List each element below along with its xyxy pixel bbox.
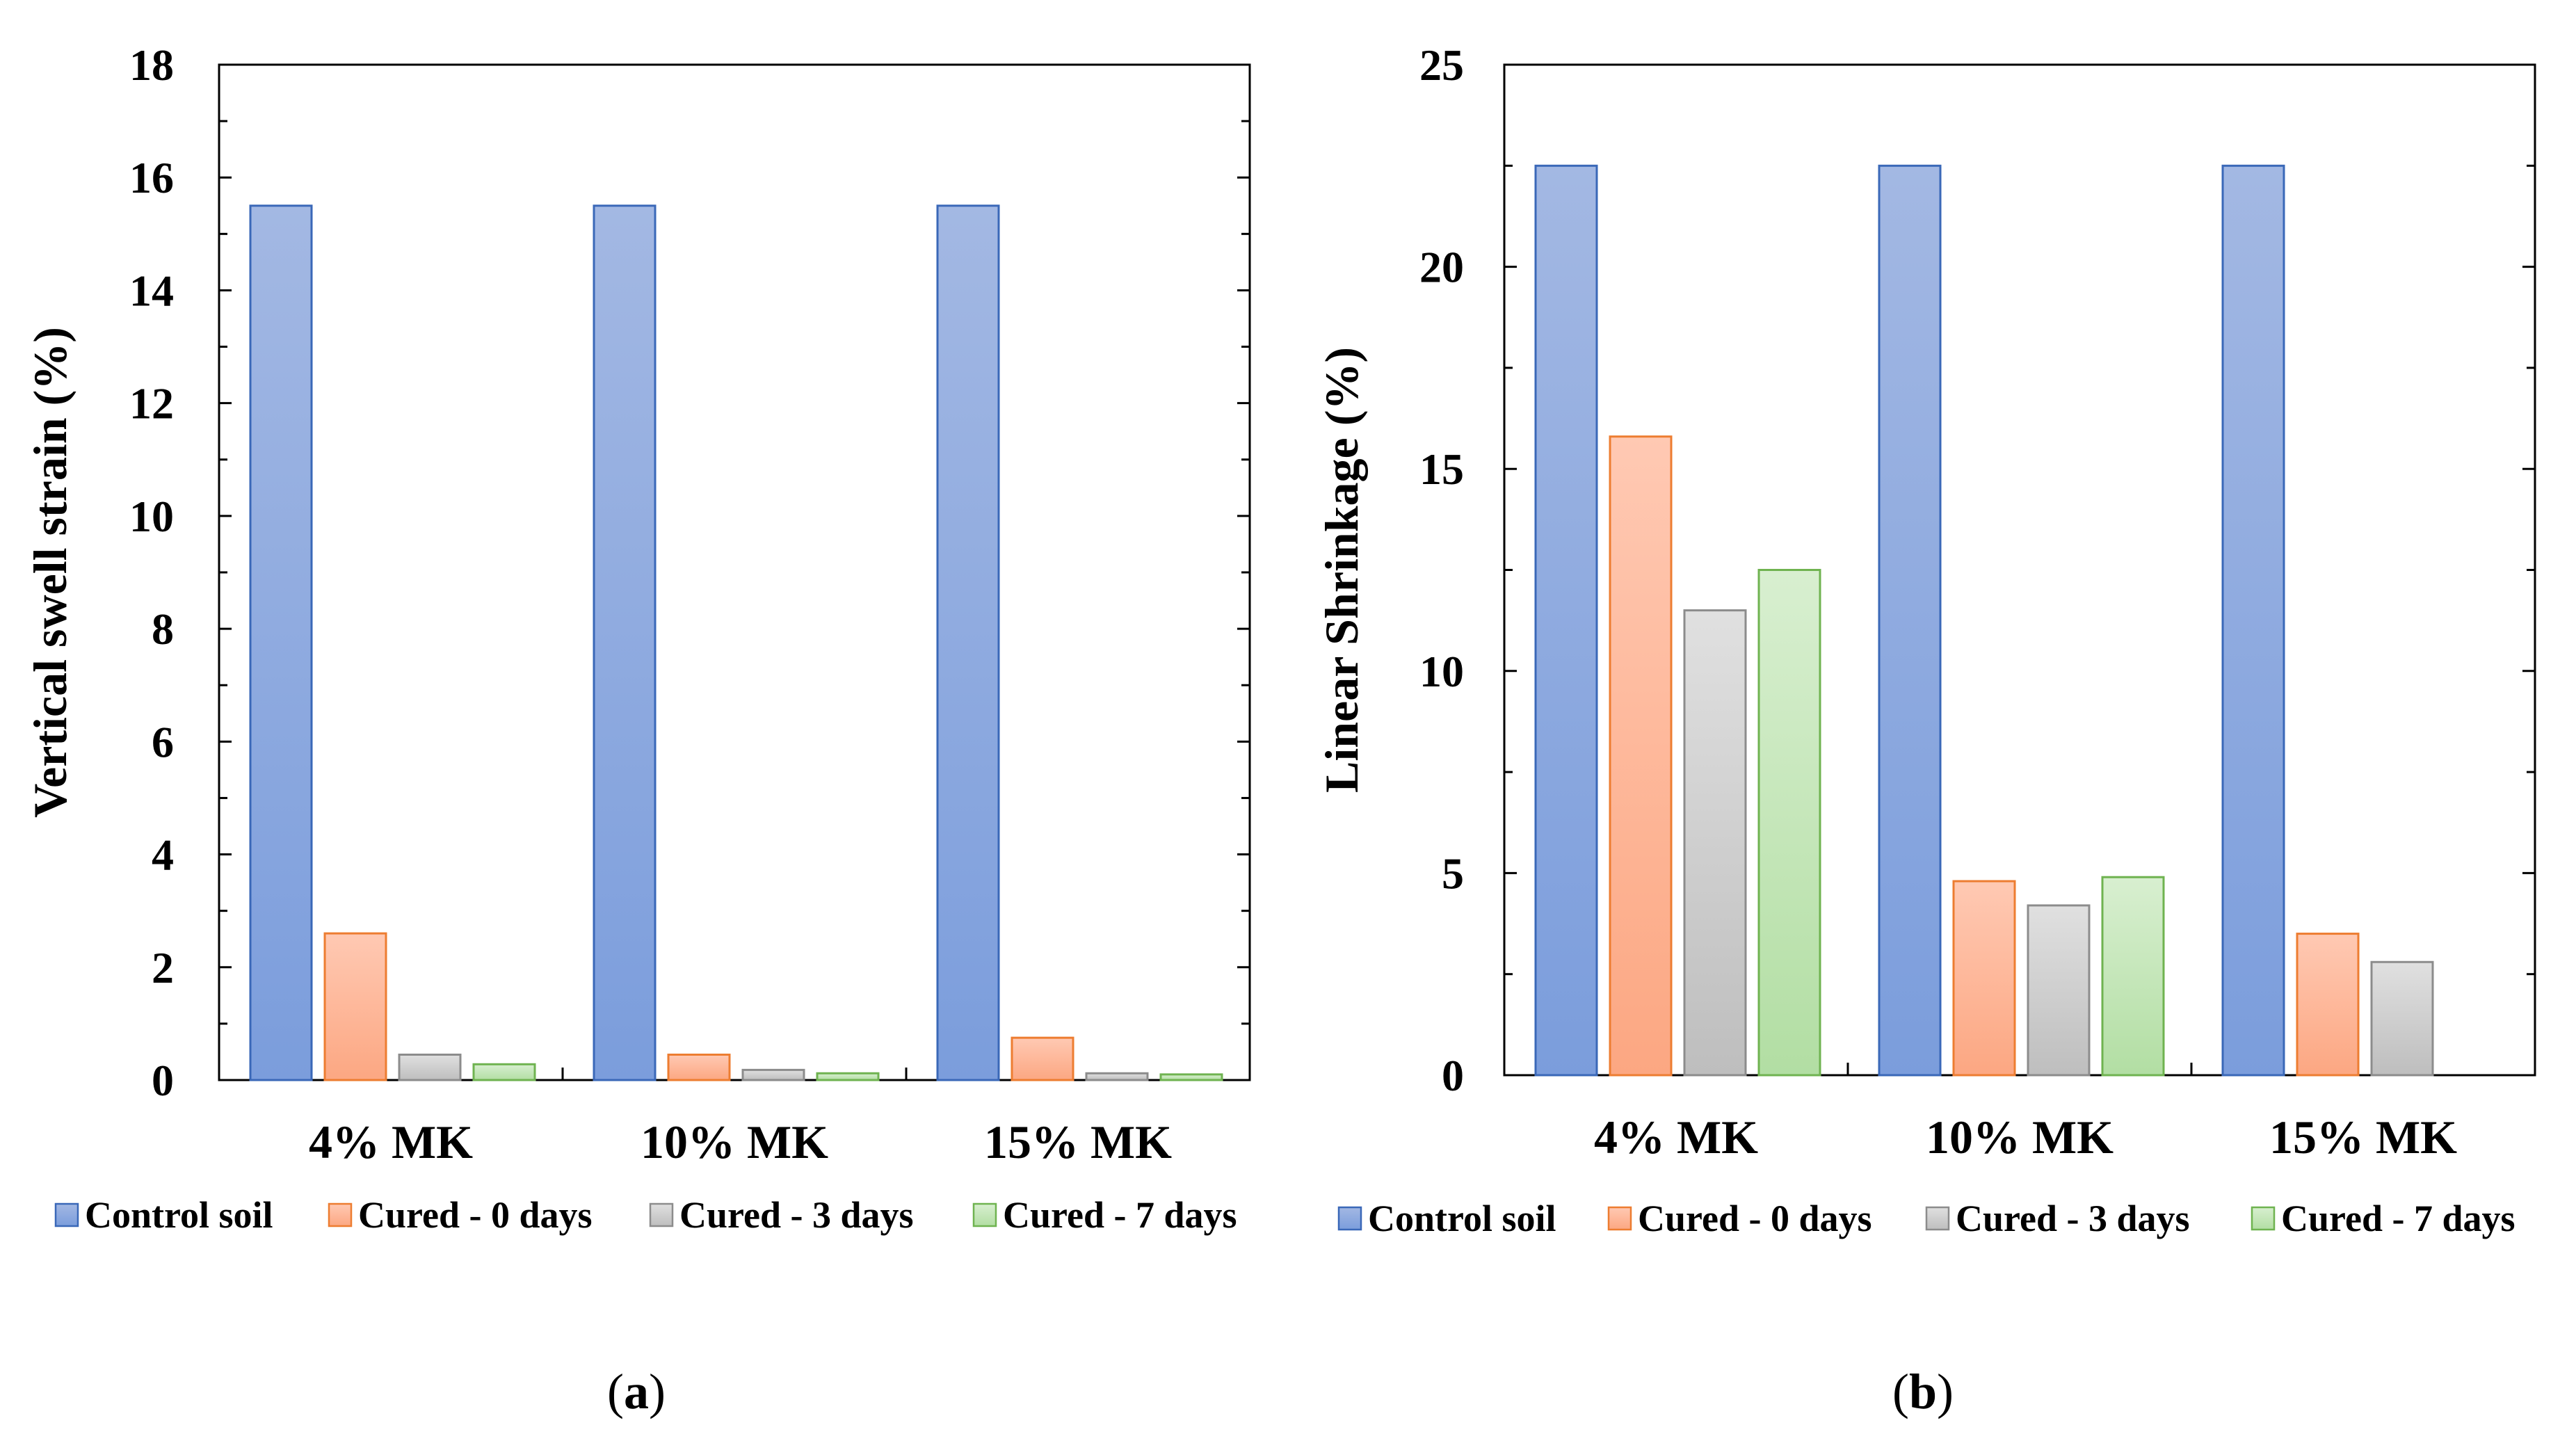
x-category-label: 4% MK xyxy=(309,1116,473,1168)
y-tick-label: 15 xyxy=(1419,444,1464,494)
legend-swatch xyxy=(1925,1206,1950,1231)
y-tick-label: 4 xyxy=(152,830,174,880)
bar-cured-0-days xyxy=(1609,435,1673,1077)
bar-control-soil xyxy=(1878,164,1942,1077)
bar-cured-7-days xyxy=(1159,1073,1223,1081)
legend-label: Cured - 7 days xyxy=(2281,1198,2515,1239)
bar-cured-3-days xyxy=(2370,960,2434,1077)
y-tick-label: 10 xyxy=(129,492,174,541)
bar-cured-0-days xyxy=(1011,1036,1074,1081)
bar-cured-7-days xyxy=(1757,569,1821,1077)
y-tick-label: 18 xyxy=(129,40,174,90)
legend-swatch xyxy=(972,1202,997,1227)
bar-control-soil xyxy=(1534,164,1598,1077)
x-category-label: 10% MK xyxy=(641,1116,828,1168)
chart-panel-b: 0 5 10 15 20 25 4% MK 10% MK 15% MK Linear Shrink… xyxy=(1315,40,2536,1419)
bar-cured-0-days xyxy=(667,1054,731,1081)
bar-cured-3-days xyxy=(741,1068,805,1081)
legend-label: Cured - 3 days xyxy=(1956,1198,2190,1239)
x-category-label: 15% MK xyxy=(984,1116,1172,1168)
x-category-label: 10% MK xyxy=(1926,1111,2114,1164)
y-tick-label: 0 xyxy=(152,1056,174,1105)
legend-swatch xyxy=(2251,1206,2276,1231)
legend-label: Control soil xyxy=(85,1194,273,1236)
bar-control-soil xyxy=(936,204,1000,1081)
panel-caption: (b) xyxy=(1892,1364,1954,1419)
y-tick-label: 0 xyxy=(1442,1051,1464,1100)
bar-cured-7-days xyxy=(816,1072,880,1081)
bar-cured-3-days xyxy=(398,1054,462,1081)
legend-swatch xyxy=(1337,1206,1362,1231)
y-tick-label: 12 xyxy=(129,379,174,428)
x-category-label: 15% MK xyxy=(2269,1111,2457,1164)
legend-label: Cured - 0 days xyxy=(358,1194,593,1236)
x-category-label: 4% MK xyxy=(1594,1111,1758,1164)
y-tick-label: 14 xyxy=(129,266,174,315)
y-tick-label: 10 xyxy=(1419,647,1464,696)
legend-swatch xyxy=(54,1202,79,1227)
bar-control-soil xyxy=(2221,164,2285,1077)
bar-cured-3-days xyxy=(1683,609,1747,1077)
plot-frame xyxy=(218,63,1251,1081)
y-tick-label: 20 xyxy=(1419,243,1464,292)
legend-label: Cured - 0 days xyxy=(1638,1198,1872,1239)
legend-swatch xyxy=(328,1202,353,1227)
bar-cured-3-days xyxy=(1085,1072,1149,1081)
y-tick-label: 16 xyxy=(129,153,174,202)
bar-cured-0-days xyxy=(1952,880,2016,1077)
bar-cured-3-days xyxy=(2027,904,2091,1077)
y-tick-label: 8 xyxy=(152,604,174,654)
chart-panel-a: 0 2 4 6 8 10 12 14 16 18 4% MK 10% MK 15% MK Vertical… xyxy=(24,40,1251,1419)
y-tick-label: 25 xyxy=(1419,40,1464,90)
legend-label: Control soil xyxy=(1368,1198,1556,1239)
bar-cured-0-days xyxy=(323,932,387,1081)
bar-cured-7-days xyxy=(2101,876,2165,1077)
legend-swatch xyxy=(1607,1206,1632,1231)
bar-cured-0-days xyxy=(2296,933,2360,1077)
legend-swatch xyxy=(649,1202,674,1227)
panel-caption: (a) xyxy=(607,1364,666,1419)
y-axis-label: Linear Shrinkage (%) xyxy=(1315,347,1368,793)
y-axis-label: Vertical swell strain (%) xyxy=(24,327,77,818)
y-tick-label: 2 xyxy=(152,943,174,992)
legend-label: Cured - 7 days xyxy=(1003,1194,1237,1236)
bar-control-soil xyxy=(249,204,313,1081)
y-tick-label: 5 xyxy=(1442,848,1464,898)
bar-cured-7-days xyxy=(472,1063,536,1081)
legend-label: Cured - 3 days xyxy=(679,1194,914,1236)
bar-control-soil xyxy=(593,204,657,1081)
y-tick-label: 6 xyxy=(152,717,174,766)
